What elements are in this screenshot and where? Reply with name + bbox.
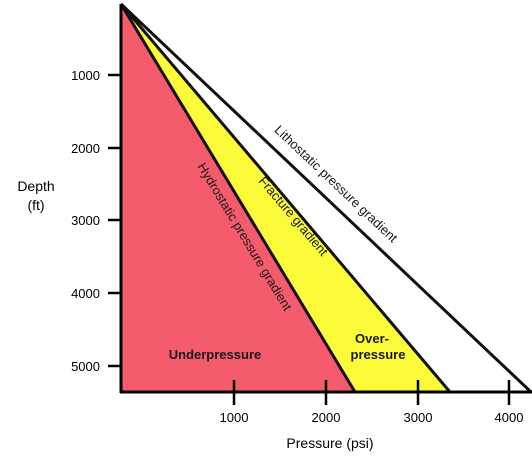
y-tick-label: 1000 (71, 68, 100, 83)
overpressure-label-line1: Over- (355, 331, 389, 346)
x-tick-label: 2000 (312, 410, 341, 425)
underpressure-label: Underpressure (169, 347, 261, 362)
x-axis-title: Pressure (psi) (286, 435, 373, 451)
y-tick-label: 5000 (71, 359, 100, 374)
y-axis-title-unit: (ft) (27, 197, 44, 213)
hydrostatic-gradient-line (119, 3, 357, 393)
x-tick-label: 4000 (495, 410, 524, 425)
y-tick-label: 4000 (71, 286, 100, 301)
y-axis-title: Depth (17, 178, 54, 194)
y-tick-label: 2000 (71, 141, 100, 156)
overpressure-label-line2: pressure (351, 347, 406, 362)
lithostatic-gradient-line (119, 2, 532, 394)
x-tick-label: 3000 (404, 410, 433, 425)
y-tick-label: 3000 (71, 213, 100, 228)
fracture-gradient-line (119, 3, 452, 393)
x-tick-label: 1000 (220, 410, 249, 425)
